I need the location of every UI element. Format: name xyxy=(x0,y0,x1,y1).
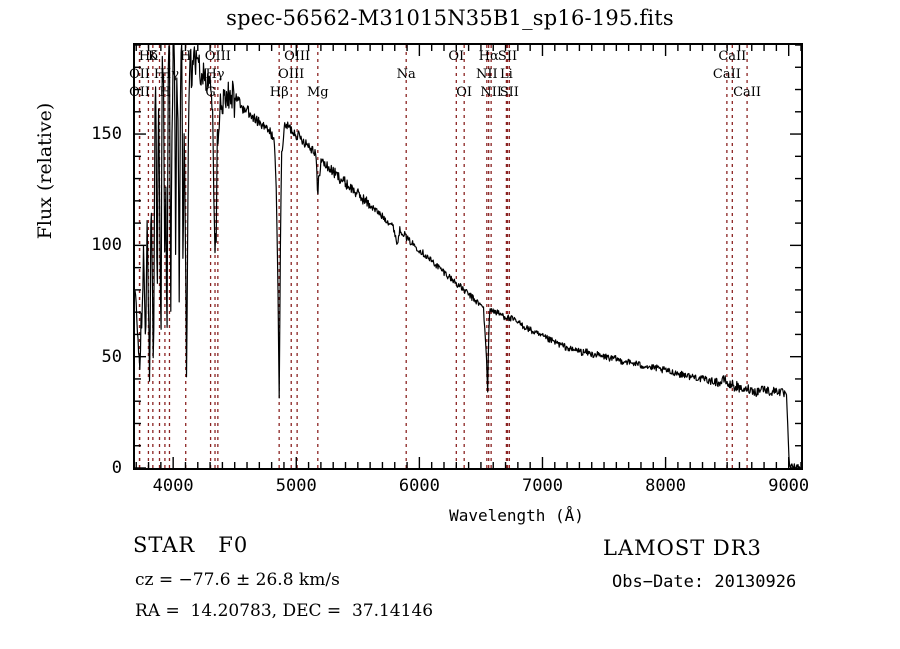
spectral-line-label: Hγ xyxy=(159,67,180,82)
spectral-line-label: Li xyxy=(500,67,513,82)
spectral-line-label: OI xyxy=(456,85,473,100)
spectral-line-markers xyxy=(138,45,748,468)
x-tick-label: 8000 xyxy=(645,476,687,496)
y-tick-label: 100 xyxy=(91,235,122,256)
x-axis-title: Wavelength (Å) xyxy=(449,506,584,525)
spectral-line-label: Hβ xyxy=(269,85,289,100)
plot-area xyxy=(133,43,803,470)
redshift-velocity-label: cz = −77.6 ± 26.8 km/s xyxy=(135,570,340,590)
spectral-line-label: OIII xyxy=(284,49,311,64)
spectral-line-label: OI xyxy=(448,49,465,64)
spectral-line-label: G xyxy=(205,85,216,100)
x-axis-ticks xyxy=(135,45,801,468)
spectral-line-label: Na xyxy=(396,67,416,82)
page-title: spec-56562-M31015N35B1_sp16-195.fits xyxy=(226,6,674,30)
spectral-line-label: OII xyxy=(129,85,151,100)
coordinates-label: RA = 14.20783, DEC = 37.14146 xyxy=(135,601,434,621)
spectral-line-label: Hδ xyxy=(138,49,158,64)
spectrum-svg xyxy=(135,45,801,468)
spectrum-curve xyxy=(135,45,801,468)
spectral-line-label: NII xyxy=(480,85,502,100)
x-tick-label: 9000 xyxy=(768,476,810,496)
spectral-line-label: SII xyxy=(499,85,519,100)
y-tick-label: 50 xyxy=(101,346,122,367)
x-tick-label: 7000 xyxy=(521,476,563,496)
spectral-line-label: OIII xyxy=(278,67,305,82)
observation-date-label: Obs−Date: 20130926 xyxy=(612,572,797,592)
spectral-line-label: Hγ xyxy=(205,67,225,82)
spectral-line-label: OII xyxy=(129,67,151,82)
spectral-line-label: CaII xyxy=(712,67,741,82)
object-type-label: STAR F0 xyxy=(133,533,249,557)
spectral-line-label: NII xyxy=(476,67,498,82)
spectrum-trace xyxy=(135,45,801,468)
spectral-line-label: OIII xyxy=(204,49,231,64)
spectral-line-label: CaII xyxy=(718,49,747,64)
y-tick-label: 150 xyxy=(91,124,122,145)
spectral-line-label: H xyxy=(153,67,166,82)
survey-label: LAMOST DR3 xyxy=(603,536,762,560)
spectral-line-label: H xyxy=(159,85,171,100)
x-tick-label: 5000 xyxy=(275,476,317,496)
y-axis-title: Flux (relative) xyxy=(34,102,56,240)
spectral-line-label: SII xyxy=(497,49,518,64)
spectral-line-label: H xyxy=(180,49,192,64)
spectral-line-label: Mg xyxy=(306,85,329,100)
x-tick-label: 4000 xyxy=(152,476,194,496)
y-tick-label: 0 xyxy=(111,458,122,478)
spectral-line-label: CaII xyxy=(733,85,762,100)
spectral-line-label: Hα xyxy=(478,49,499,64)
x-tick-label: 6000 xyxy=(398,476,440,496)
spectral-line-label: K xyxy=(147,49,158,64)
